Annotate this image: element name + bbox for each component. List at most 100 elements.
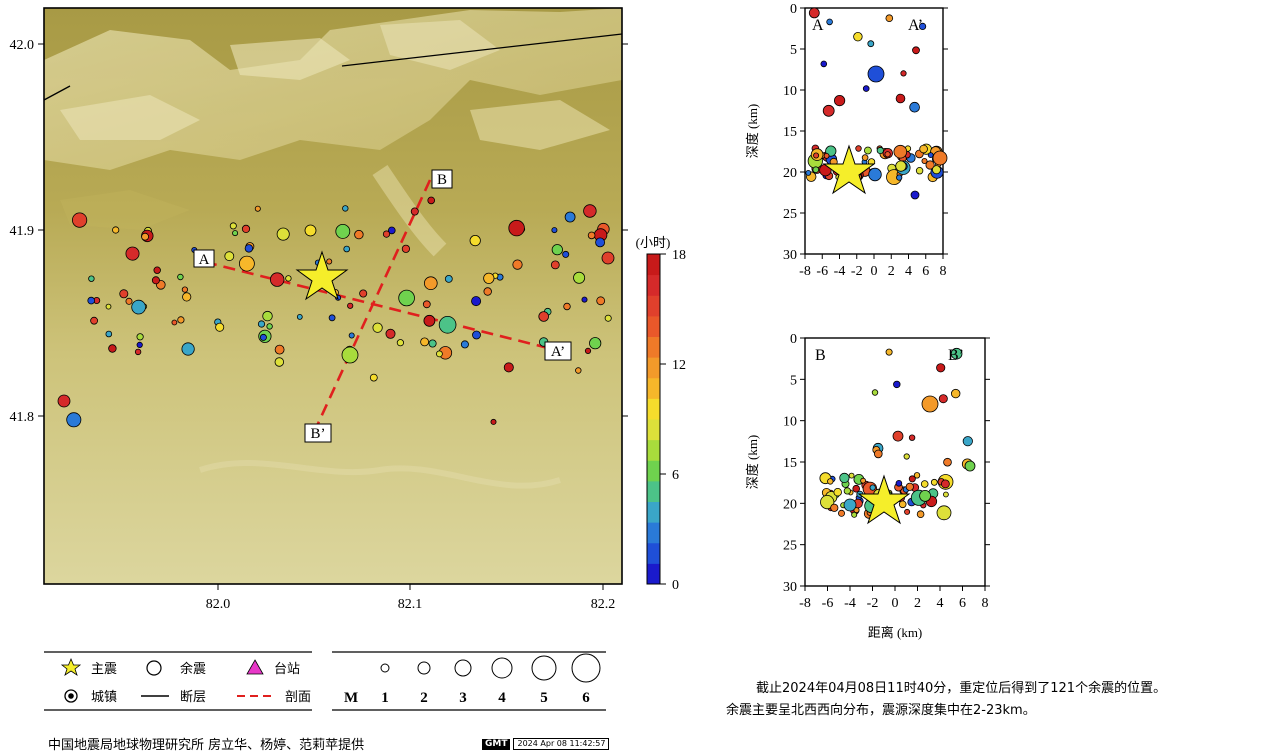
aftershock-marker (471, 296, 482, 307)
aftershock-marker (895, 160, 907, 172)
label-b-prime: B’ (311, 426, 326, 442)
profile-aa-ytick: 25 (783, 207, 797, 222)
profile-bb-xtick: 8 (982, 596, 989, 611)
colorbar-cell (647, 563, 660, 585)
fault-line-west (43, 85, 71, 101)
label-b: B (437, 172, 447, 188)
aftershock-marker (584, 347, 592, 354)
aftershock-marker (285, 275, 292, 282)
colorbar: (小时) 18 12 6 0 (636, 235, 686, 593)
summary-text: 截止2024年04月08日11时40分，重定位后得到了121个余震的位置。 余震… (726, 678, 1266, 722)
aftershock-marker (396, 339, 404, 347)
aftershock-marker (919, 144, 928, 154)
aftershock-marker (428, 339, 437, 348)
aftershock-marker (876, 146, 884, 155)
aftershock-marker (72, 212, 88, 228)
label-a-prime: A’ (551, 344, 565, 360)
colorbar-scale (647, 254, 660, 585)
aftershock-marker (141, 232, 150, 241)
profile-aa-xtick: 4 (905, 264, 912, 279)
colorbar-cell (647, 315, 660, 338)
aftershock-marker (354, 229, 364, 240)
aftershock-marker (884, 151, 891, 158)
colorbar-cell (647, 377, 660, 399)
colorbar-cell (647, 480, 660, 503)
aftershock-marker (347, 302, 354, 309)
map-aftershocks (57, 196, 615, 428)
legend-mag-3: 3 (459, 690, 467, 706)
profile-aa-ytick: 0 (790, 2, 797, 17)
legend-station-triangle (246, 659, 264, 675)
legend-mainshock-label: 主震 (91, 661, 117, 676)
profile-aa-xtick: -8 (799, 264, 811, 279)
aftershock-marker (274, 357, 285, 367)
profile-bb-left-label: B (815, 347, 826, 364)
aftershock-marker (943, 457, 952, 467)
aftershock-marker (460, 340, 469, 349)
aftershock-marker (908, 434, 916, 441)
summary-line-1: 截止2024年04月08日11时40分，重定位后得到了121个余震的位置。 (756, 681, 1167, 696)
profile-bb-xlabel: 距离 (km) (868, 625, 923, 640)
aftershock-marker (420, 337, 430, 347)
aftershock-marker (838, 509, 846, 517)
aftershock-marker (125, 297, 133, 305)
aftershock-marker (943, 491, 949, 498)
aftershock-marker (232, 230, 239, 237)
aftershock-marker (868, 167, 882, 182)
aftershock-marker (912, 46, 920, 55)
colorbar-unit: (小时) (636, 235, 671, 250)
aftershock-marker (266, 323, 273, 330)
profile-bb-ytick: 20 (783, 497, 797, 512)
aftershock-marker (551, 244, 563, 256)
aftershock-marker (108, 344, 117, 353)
aftershock-marker (469, 235, 481, 247)
aftershock-marker (181, 342, 195, 356)
aftershock-marker (153, 266, 161, 274)
aftershock-marker (296, 313, 303, 320)
aftershock-marker (916, 510, 925, 519)
colorbar-tick-6: 6 (672, 468, 679, 483)
profile-aa-xtick: -2 (851, 264, 863, 279)
aftershock-marker (871, 389, 879, 396)
profile-bb-ylabel: 深度 (km) (745, 435, 760, 490)
label-a-box: A (193, 249, 215, 268)
aftershock-marker (422, 300, 431, 309)
aftershock-marker (827, 478, 834, 485)
colorbar-cell (647, 336, 660, 358)
fault-line-north (341, 33, 623, 67)
aftershock-marker (348, 332, 355, 339)
aftershock-marker (951, 388, 961, 399)
legend-mag-6: 6 (582, 690, 590, 706)
legend-station-label: 台站 (274, 661, 300, 676)
aftershock-marker (898, 500, 907, 509)
aftershock-marker (913, 472, 921, 479)
aftershock-marker (896, 174, 903, 181)
aftershock-marker (932, 150, 948, 166)
legend-magnitude-label: M (344, 690, 358, 706)
aftershock-marker (867, 65, 885, 83)
profile-bb-xtick: -4 (844, 596, 856, 611)
legend-aftershock-label: 余震 (180, 661, 206, 676)
colorbar-cell (647, 460, 660, 482)
colorbar-tick-18: 18 (672, 248, 686, 263)
profile-line-aa (204, 260, 557, 352)
aftershock-marker (822, 104, 835, 117)
colorbar-cell (647, 254, 660, 276)
aftershock-marker (215, 322, 225, 332)
aftershock-marker (435, 350, 443, 358)
summary-line-2: 余震主要呈北西西向分布，震源深度集中在2-23km。 (726, 703, 1036, 718)
aftershock-marker (867, 40, 875, 48)
aftershock-marker (259, 333, 267, 341)
profile-bb-xtick: -8 (799, 596, 811, 611)
aftershock-marker (910, 190, 920, 200)
aftershock-marker (861, 154, 869, 161)
aftershock-marker (131, 299, 146, 315)
aftershock-marker (920, 480, 929, 488)
profile-bb-xtick: 2 (914, 596, 921, 611)
aftershock-marker (359, 289, 368, 298)
profile-aa-xtick: 6 (922, 264, 929, 279)
aftershock-marker (892, 430, 904, 442)
aftershock-marker (900, 70, 907, 77)
map-frame (43, 7, 623, 585)
